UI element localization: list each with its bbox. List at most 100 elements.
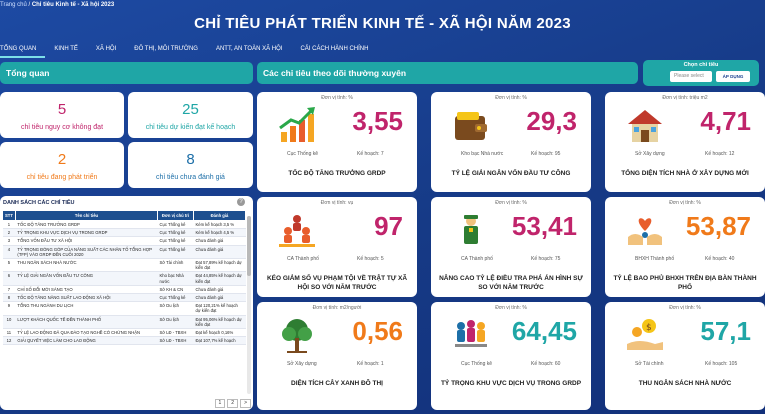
- list-scrollbar[interactable]: [247, 216, 251, 394]
- cell-stt: 3: [2, 236, 16, 246]
- indicator-card[interactable]: Đơn vị tính: % 57,1 Sở Tài chính Kế hoạch: …: [605, 302, 765, 410]
- cell-name: LƯỢT KHÁCH QUỐC TẾ ĐẾN THÀNH PHỐ: [15, 315, 158, 330]
- overview-header: Tổng quan: [0, 62, 253, 84]
- card-source: CA Thành phố: [461, 256, 493, 262]
- cell-name: TỶ LỆ LAO ĐỘNG ĐÃ QUA ĐÀO TẠO NGHỀ CÓ CH…: [15, 328, 158, 338]
- table-row[interactable]: 3 TỔNG VỐN ĐẦU TƯ XÃ HỘI Cục Thống kê Chưa …: [2, 236, 246, 246]
- col-header-stt[interactable]: STT: [2, 210, 16, 221]
- table-row[interactable]: 10 LƯỢT KHÁCH QUỐC TẾ ĐẾN THÀNH PHỐ Sở Du …: [2, 315, 246, 330]
- help-icon[interactable]: ?: [237, 198, 245, 206]
- col-header-name[interactable]: Tên chỉ tiêu: [14, 210, 159, 221]
- cell-rating: Đạt 95,06% kế hoạch dự kiến đạt: [193, 315, 246, 330]
- indicator-card[interactable]: Đơn vị tính: m2/người 0,56 Sở Xây dựng Kế h…: [257, 302, 417, 410]
- tab-security[interactable]: ANTT, AN TOÀN XÃ HỘI: [215, 46, 283, 52]
- card-unit: Đơn vị tính: %: [495, 200, 527, 206]
- tab-overview[interactable]: TỔNG QUAN: [0, 44, 46, 58]
- apply-button[interactable]: ÁP DỤNG: [716, 71, 750, 82]
- stat-not-evaluated[interactable]: 8 chỉ tiêu chưa đánh giá: [128, 142, 253, 188]
- pagination: 1 2 >: [214, 399, 251, 408]
- cell-unit: Cục Thống kê: [157, 293, 194, 303]
- cell-name: TỶ LỆ GIẢI NGÂN VỐN ĐẦU TƯ CÔNG: [15, 271, 158, 286]
- stat-expected-achieved[interactable]: 25 chỉ tiêu dự kiến đạt kế hoạch: [128, 92, 253, 138]
- cell-name: TỶ TRỌNG KHU VỰC DỊCH VỤ TRONG GRDP: [15, 228, 158, 238]
- cell-unit: Cục Thống kê: [157, 245, 194, 260]
- indicator-select-input[interactable]: Please select: [670, 71, 712, 82]
- tab-admin-reform[interactable]: CẢI CÁCH HÀNH CHÍNH: [300, 46, 369, 52]
- cell-stt: 11: [2, 328, 16, 338]
- stat-not-achieved[interactable]: 5 chỉ tiêu nguy cơ không đạt: [0, 92, 124, 138]
- indicator-card[interactable]: Đơn vị tính: % 53,87 BHXH Thành phố Kế hoạc…: [605, 197, 765, 297]
- stat-number: 2: [57, 151, 67, 168]
- cell-stt: 12: [2, 336, 16, 346]
- card-plan: Kế hoạch: 40: [705, 256, 735, 262]
- card-name: KÉO GIẢM SỐ VỤ PHẠM TỘI VỀ TRẬT TỰ XÃ HỘ…: [266, 275, 408, 291]
- table-row[interactable]: 4 TỶ TRỌNG ĐÓNG GÓP CỦA NĂNG SUẤT CÁC NHÂ…: [2, 245, 246, 260]
- indicator-card[interactable]: Đơn vị tính: % 29,3 Kho bạc Nhà nước Kế hoạ…: [431, 92, 591, 192]
- stat-developing[interactable]: 2 chỉ tiêu đang phát triển: [0, 142, 124, 188]
- cell-unit: Kho bạc Nhà nước: [157, 271, 194, 286]
- page-1-button[interactable]: 1: [214, 399, 226, 408]
- card-unit: Đơn vị tính: %: [669, 305, 701, 311]
- card-plan: Kế hoạch: 95: [531, 151, 561, 157]
- indicator-card[interactable]: Đơn vị tính: triệu m2 4,71 Sở Xây dựng Kế h…: [605, 92, 765, 192]
- table-row[interactable]: 2 TỶ TRỌNG KHU VỰC DỊCH VỤ TRONG GRDP Cục …: [2, 228, 246, 238]
- cell-unit: Sở Du lịch: [157, 315, 194, 330]
- table-row[interactable]: 11 TỶ LỆ LAO ĐỘNG ĐÃ QUA ĐÀO TẠO NGHỀ CÓ …: [2, 328, 246, 338]
- card-name: THU NGÂN SÁCH NHÀ NƯỚC: [638, 380, 732, 387]
- card-unit: Đơn vị tính: %: [669, 200, 701, 206]
- card-name: TỶ LỆ GIẢI NGÂN VỐN ĐẦU TƯ CÔNG: [451, 170, 571, 177]
- card-source: Kho bạc Nhà nước: [461, 151, 504, 157]
- table-row[interactable]: 5 THU NGÂN SÁCH NHÀ NƯỚC Sở Tài chính Đạt 5…: [2, 258, 246, 273]
- table-row[interactable]: 9 TỔNG THU NGÀNH DU LỊCH Sở Du lịch Đạt 120…: [2, 301, 246, 316]
- stat-number: 25: [182, 101, 199, 118]
- cell-name: GIẢI QUYẾT VIỆC LÀM CHO LAO ĐỘNG: [15, 336, 158, 346]
- card-plan: Kế hoạch: 75: [531, 256, 561, 262]
- tab-urban-environment[interactable]: ĐÔ THỊ, MÔI TRƯỜNG: [134, 46, 198, 52]
- card-name: NÂNG CAO TỶ LỆ ĐIỀU TRA PHÁ ÁN HÌNH SỰ S…: [439, 275, 583, 291]
- cell-rating: Đạt 107,7% kế hoạch: [193, 336, 246, 346]
- card-source: CA Thành phố: [287, 256, 319, 262]
- card-source: BHXH Thành phố: [635, 256, 675, 262]
- wallet-icon: [455, 112, 487, 140]
- card-value: 3,55: [352, 106, 403, 136]
- card-unit: Đơn vị tính: %: [495, 95, 527, 101]
- regular-title: Các chỉ tiêu theo dõi thường xuyên: [263, 68, 407, 78]
- col-header-rating[interactable]: Đánh giá: [193, 210, 246, 221]
- page-2-button[interactable]: 2: [227, 399, 239, 408]
- tree-icon: [282, 319, 312, 353]
- table-row[interactable]: 1 TỐC ĐỘ TĂNG TRƯỞNG GRDP Cục Thống kê Kém …: [2, 220, 246, 230]
- growth-chart-icon: [278, 106, 317, 144]
- card-unit: Đơn vị tính: triệu m2: [662, 95, 708, 101]
- scrollbar-thumb[interactable]: [247, 216, 251, 276]
- card-source: Sở Tài chính: [635, 361, 664, 367]
- card-value: 57,1: [700, 316, 751, 346]
- card-value: 53,41: [511, 211, 577, 241]
- breadcrumb-home[interactable]: Trang chủ: [0, 2, 27, 8]
- indicator-list-title: DANH SÁCH CÁC CHỈ TIÊU: [3, 200, 75, 206]
- col-header-unit[interactable]: Đơn vị chủ trì: [157, 210, 194, 221]
- card-value: 64,45: [511, 316, 577, 346]
- next-page-button[interactable]: >: [240, 399, 251, 408]
- cell-rating: Đạt 44,85% kế hoạch dự kiến đạt: [193, 271, 246, 286]
- cell-unit: Sở LĐ - TBXH: [157, 336, 194, 346]
- table-row[interactable]: 12 GIẢI QUYẾT VIỆC LÀM CHO LAO ĐỘNG Sở LĐ …: [2, 336, 246, 346]
- indicator-card[interactable]: Đơn vị tính: % 53,41 CA Thành phố Kế hoạch:…: [431, 197, 591, 297]
- card-value: 0,56: [352, 316, 403, 346]
- indicator-card[interactable]: Đơn vị tính: vụ 97 CA Thành phố Kế hoạch: 5…: [257, 197, 417, 297]
- cell-stt: 10: [2, 315, 16, 330]
- cell-name: TỔNG THU NGÀNH DU LỊCH: [15, 301, 158, 316]
- table-row[interactable]: 7 CHỈ SỐ ĐỔI MỚI SÁNG TẠO Sở KH & CN Chưa đ…: [2, 285, 246, 295]
- table-row[interactable]: 6 TỶ LỆ GIẢI NGÂN VỐN ĐẦU TƯ CÔNG Kho bạc …: [2, 271, 246, 286]
- cell-unit: Sở LĐ - TBXH: [157, 328, 194, 338]
- indicator-card[interactable]: Đơn vị tính: % 3,55 Cục Thống kê Kế hoạch: …: [257, 92, 417, 192]
- card-source: Sở Xây dựng: [635, 151, 665, 157]
- tab-economy[interactable]: KINH TẾ: [54, 46, 78, 52]
- tab-society[interactable]: XÃ HỘI: [95, 46, 117, 52]
- service-people-icon: [455, 320, 487, 347]
- breadcrumb-current: Chỉ tiêu Kinh tế - Xã hội 2023: [31, 2, 115, 8]
- indicator-card[interactable]: Đơn vị tính: % 64,45 Cục Thống kê Kế hoạch:…: [431, 302, 591, 410]
- house-icon: [628, 110, 662, 142]
- table-row[interactable]: 8 TỐC ĐỘ TĂNG NĂNG SUẤT LAO ĐỘNG XÃ HỘI Cụ…: [2, 293, 246, 303]
- stat-label: chỉ tiêu chưa đánh giá: [156, 174, 225, 181]
- cell-unit: Cục Thống kê: [157, 236, 194, 246]
